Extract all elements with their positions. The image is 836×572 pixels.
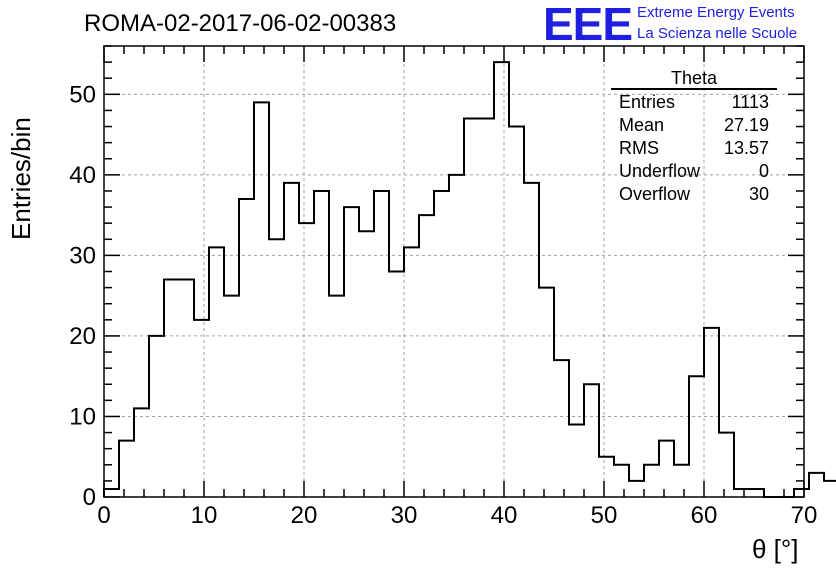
chart-title: ROMA-02-2017-06-02-00383: [84, 10, 397, 37]
stats-label: RMS: [619, 138, 659, 158]
x-tick-label: 0: [97, 502, 110, 529]
stats-row-rms: RMS 13.57: [611, 137, 777, 160]
x-tick-label: 20: [291, 502, 318, 529]
stats-row-underflow: Underflow 0: [611, 160, 777, 183]
stats-value: 13.57: [723, 138, 769, 158]
x-tick-label: 10: [191, 502, 218, 529]
x-axis-label: θ [°]: [752, 534, 799, 564]
tick-labels: 0 10 20 30 40 50 60 70 0 10 20 30 40 50: [69, 81, 817, 529]
stats-row-mean: Mean 27.19: [611, 114, 777, 137]
stats-value: 27.19: [723, 115, 769, 135]
y-tick-label: 50: [69, 81, 96, 108]
brand-line-1: Extreme Energy Events: [637, 4, 795, 21]
y-tick-label: 30: [69, 242, 96, 269]
stats-divider: [611, 88, 777, 90]
grid-lines: [104, 46, 804, 497]
stats-title: Theta: [670, 68, 718, 88]
stats-label: Entries: [619, 92, 676, 112]
stats-value: 0: [758, 161, 769, 181]
y-axis-label: Entries/bin: [6, 117, 36, 240]
stats-row-entries: Entries 1113: [611, 91, 777, 114]
y-tick-label: 0: [83, 484, 96, 511]
histogram-series: [103, 61, 836, 498]
plot-frame: [103, 45, 805, 498]
brand-line-2: La Scienza nelle Scuole: [637, 25, 798, 42]
y-tick-label: 20: [69, 323, 96, 350]
stats-label: Overflow: [619, 184, 691, 204]
stats-box: Theta Entries 1113 Mean 27.19 RMS 13.57 …: [611, 68, 777, 206]
x-tick-label: 50: [591, 502, 618, 529]
eee-logo: EEE: [543, 0, 633, 50]
stats-label: Underflow: [619, 161, 701, 181]
x-tick-label: 30: [391, 502, 418, 529]
y-tick-label: 10: [69, 403, 96, 430]
stats-row-overflow: Overflow 30: [611, 183, 777, 206]
x-tick-label: 40: [491, 502, 518, 529]
stats-value: 1113: [731, 92, 769, 112]
x-tick-label: 60: [691, 502, 718, 529]
x-tick-label: 70: [791, 502, 818, 529]
stats-label: Mean: [619, 115, 665, 135]
stats-value: 30: [748, 184, 769, 204]
y-tick-label: 40: [69, 162, 96, 189]
